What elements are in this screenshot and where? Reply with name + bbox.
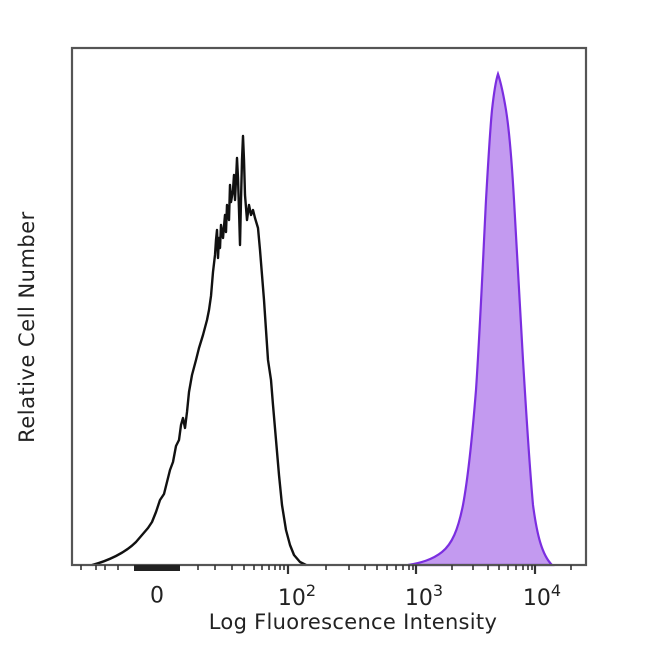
y-axis-label: Relative Cell Number [15,211,39,443]
x-axis-label: Log Fluorescence Intensity [208,610,498,634]
stained-histogram [407,70,555,567]
plot-frame [70,46,588,567]
x-tick-10e2: 102 [277,581,317,611]
control-histogram [91,134,307,567]
x-axis-ticks [80,565,572,574]
x-tick-10e3: 103 [404,581,444,611]
x-tick-10e4: 104 [522,581,562,611]
x-tick-0: 0 [150,583,164,609]
